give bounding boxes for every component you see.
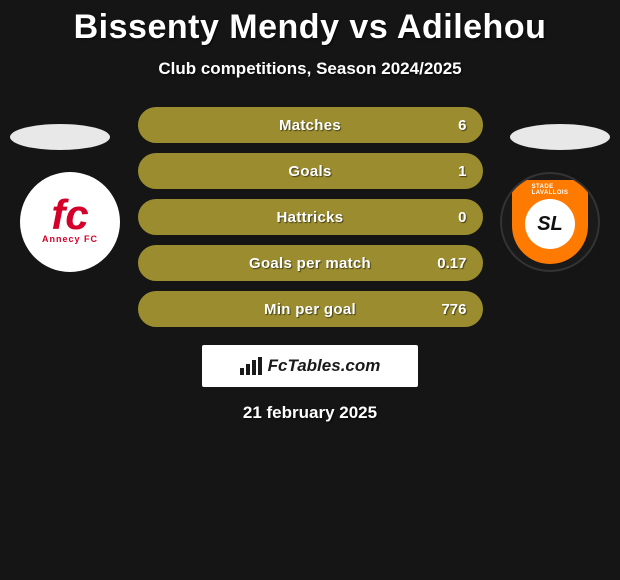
stat-right-value: 776 bbox=[441, 301, 466, 318]
subtitle: Club competitions, Season 2024/2025 bbox=[0, 59, 620, 79]
date-label: 21 february 2025 bbox=[0, 403, 620, 423]
stat-right-value: 1 bbox=[458, 163, 466, 180]
stat-label: Goals bbox=[288, 163, 331, 180]
stat-right-value: 0.17 bbox=[437, 255, 466, 272]
footer-brand-badge: FcTables.com bbox=[202, 345, 418, 387]
stat-row-hattricks: Hattricks 0 bbox=[138, 199, 483, 235]
stat-label: Hattricks bbox=[277, 209, 344, 226]
stat-row-gpm: Goals per match 0.17 bbox=[138, 245, 483, 281]
stat-label: Min per goal bbox=[264, 301, 356, 318]
stat-label: Matches bbox=[279, 117, 341, 134]
stats-container: Matches 6 Goals 1 Hattricks 0 Goals per … bbox=[0, 107, 620, 327]
stat-row-matches: Matches 6 bbox=[138, 107, 483, 143]
stat-label: Goals per match bbox=[249, 255, 371, 272]
stat-right-value: 6 bbox=[458, 117, 466, 134]
stat-row-goals: Goals 1 bbox=[138, 153, 483, 189]
footer-brand-label: FcTables.com bbox=[268, 356, 381, 376]
stat-row-mpg: Min per goal 776 bbox=[138, 291, 483, 327]
chart-bars-icon bbox=[240, 357, 262, 375]
page-title: Bissenty Mendy vs Adilehou bbox=[0, 0, 620, 47]
stat-right-value: 0 bbox=[458, 209, 466, 226]
